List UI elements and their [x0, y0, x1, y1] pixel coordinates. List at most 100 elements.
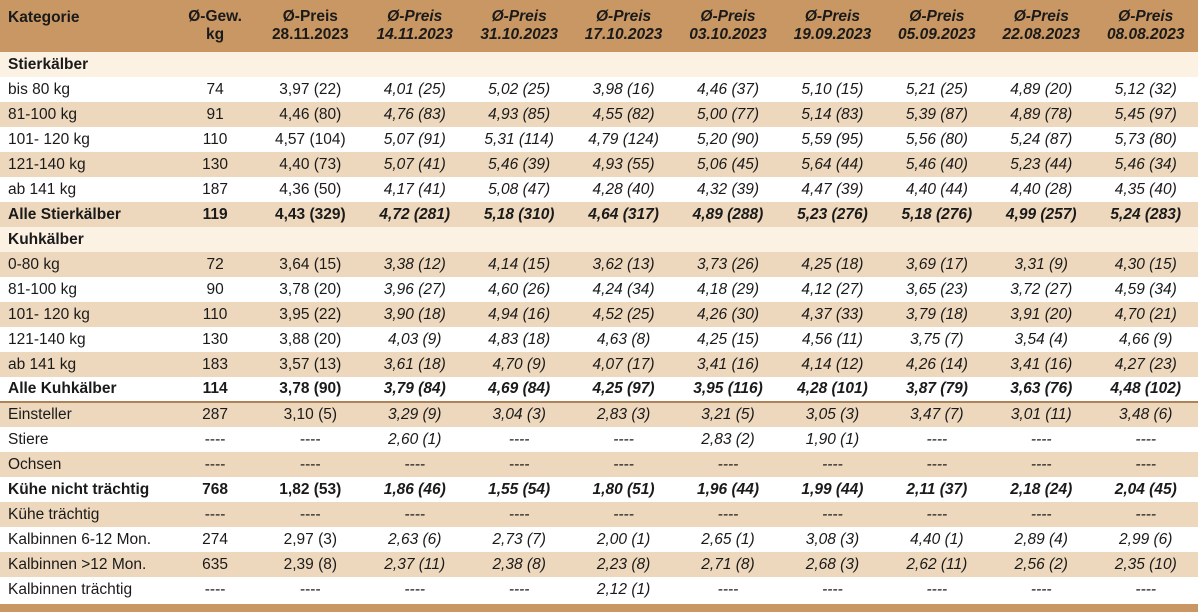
row-price-cell: 4,56 (11): [801, 330, 863, 348]
row-price-cell: ----: [926, 580, 948, 598]
row-label: Kühe nicht trächtig: [8, 480, 150, 498]
row-price-cell: 2,56 (2): [1014, 555, 1068, 573]
row-price-cell: 4,27 (23): [1114, 355, 1177, 373]
row-gewicht: 74: [206, 80, 224, 98]
header-date: 05.09.2023: [898, 26, 976, 43]
row-price-cell: 3,78 (90): [279, 380, 342, 397]
row-price-cell: 2,73 (7): [492, 530, 546, 548]
row-price-cell: 5,64 (44): [801, 155, 864, 173]
row-price-cell: 5,23 (276): [797, 205, 868, 223]
row-price-cell: 2,00 (1): [596, 530, 651, 548]
row-gewicht: 114: [202, 380, 228, 397]
row-price-cell: 2,11 (37): [906, 480, 968, 498]
row-gewicht: 274: [202, 530, 229, 548]
row-price-cell: 4,79 (124): [588, 130, 659, 148]
row-gewicht: 110: [202, 130, 228, 148]
row-gewicht: 110: [202, 305, 228, 323]
row-gewicht: 287: [172, 401, 259, 427]
row-price-cell: 3,75 (7): [910, 330, 964, 348]
table-row: Kalbinnen trächtig ---- ---- ---- ---- 2,12 (…: [0, 577, 1198, 602]
row-label: Alle Kuhkälber: [8, 380, 117, 397]
row-price-cell: 4,48 (102): [1110, 380, 1182, 397]
row-price-cell: 2,12 (1): [596, 580, 651, 598]
table-row: 101- 120 kg 110 3,95 (22) 3,90 (18) 4,94 (16…: [0, 302, 1198, 327]
table-row: ab 141 kg 183 3,57 (13) 3,61 (18) 4,70 (9) 4,…: [0, 352, 1198, 377]
row-price-cell: 4,63 (8): [596, 330, 651, 348]
section-row-kuhkaelber: Kuhkälber: [0, 227, 1198, 252]
table-row: Alle Stierkälber 119 4,43 (329) 4,72 (281) 5…: [0, 202, 1198, 227]
row-price-cell: ----: [508, 580, 530, 598]
section-title: Kuhkälber: [8, 230, 84, 248]
row-price-cell: 3,95 (22): [279, 305, 342, 323]
header-date: 31.10.2023: [480, 26, 558, 43]
row-price-cell: 4,93 (85): [488, 105, 551, 123]
row-price-cell: 5,12 (32): [1114, 80, 1177, 98]
header-preis-label: Ø-Preis: [282, 8, 338, 25]
row-price-cell: ----: [926, 505, 948, 523]
header-date: 17.10.2023: [584, 26, 663, 43]
header-preis-label: Ø-Preis: [909, 8, 965, 25]
row-price-cell: 3,61 (18): [383, 355, 446, 373]
row-price-cell: ----: [508, 505, 530, 523]
row-price-cell: 4,46 (37): [696, 80, 760, 98]
row-price-cell: 5,07 (41): [383, 155, 446, 173]
row-price-cell: ----: [404, 505, 426, 523]
row-price-cell: ----: [404, 580, 426, 598]
row-label: Alle Stierkälber: [8, 205, 121, 223]
row-price-cell: 2,65 (1): [701, 530, 755, 548]
section-title: Stierkälber: [8, 55, 89, 73]
row-price-cell: 4,07 (17): [592, 355, 655, 373]
row-price-cell: 4,94 (16): [488, 305, 551, 323]
row-price-cell: 4,40 (73): [279, 155, 342, 173]
row-gewicht: 91: [206, 105, 224, 123]
row-price-cell: 4,40 (28): [1010, 180, 1073, 198]
table-row: Kalbinnen 6-12 Mon. 274 2,97 (3) 2,63 (6) 2,…: [0, 527, 1198, 552]
row-price-cell: 5,10 (15): [801, 80, 864, 98]
row-price-cell: ----: [613, 505, 634, 523]
row-price-cell: 4,25 (97): [592, 380, 655, 397]
row-gewicht: ----: [204, 580, 226, 598]
header-date-col: Ø-Preis 22.08.2023: [989, 0, 1093, 52]
row-price-cell: 3,38 (12): [383, 255, 446, 273]
header-date-col: Ø-Preis 31.10.2023: [467, 0, 571, 52]
table-row: ab 141 kg 187 4,36 (50) 4,17 (41) 5,08 (47) 4…: [0, 177, 1198, 202]
row-price-cell: 4,43 (329): [274, 205, 346, 223]
header-date: 19.09.2023: [793, 26, 872, 43]
row-price-cell: 5,21 (25): [905, 80, 968, 98]
row-price-cell: 3,05 (3): [780, 401, 885, 427]
row-price-cell: 3,78 (20): [279, 280, 342, 298]
header-date: 28.11.2023: [271, 26, 349, 43]
row-price-cell: 1,80 (51): [592, 480, 655, 498]
row-price-cell: ----: [299, 580, 321, 598]
row-price-cell: 5,02 (25): [488, 80, 551, 98]
table-row: Kühe nicht trächtig 768 1,82 (53) 1,86 (46)…: [0, 477, 1198, 502]
row-price-cell: 5,06 (45): [696, 155, 760, 173]
row-price-cell: ----: [1135, 580, 1157, 598]
row-price-cell: ----: [822, 505, 843, 523]
header-gewicht-line1: Ø-Gew.: [188, 8, 242, 25]
row-price-cell: 2,18 (24): [1010, 480, 1073, 498]
row-gewicht: 635: [202, 555, 229, 573]
row-price-cell: 2,04 (45): [1114, 480, 1177, 498]
row-price-cell: 3,41 (16): [1010, 355, 1073, 373]
section-row-stierkaelber: Stierkälber: [0, 52, 1198, 77]
header-date-col: Ø-Preis 05.09.2023: [885, 0, 989, 52]
header-date: 03.10.2023: [689, 26, 767, 43]
row-price-cell: 4,59 (34): [1114, 280, 1177, 298]
row-price-cell: ----: [299, 505, 321, 523]
header-date-col: Ø-Preis 17.10.2023: [571, 0, 675, 52]
row-price-cell: 4,32 (39): [696, 180, 760, 198]
row-price-cell: 3,57 (13): [279, 355, 342, 373]
row-price-cell: 3,08 (3): [805, 530, 860, 548]
row-price-cell: ----: [1135, 455, 1157, 473]
row-price-cell: 2,83 (3): [571, 401, 676, 427]
row-price-cell: 2,60 (1): [388, 430, 442, 448]
row-price-cell: 4,66 (9): [1119, 330, 1173, 348]
row-price-cell: 4,26 (30): [696, 305, 760, 323]
row-price-cell: 2,89 (4): [1014, 530, 1068, 548]
row-price-cell: 3,87 (79): [905, 380, 968, 397]
table-row: Kalbinnen >12 Mon. 635 2,39 (8) 2,37 (11) 2,…: [0, 552, 1198, 577]
row-price-cell: 4,40 (1): [910, 530, 964, 548]
row-price-cell: ----: [1135, 505, 1157, 523]
row-price-cell: ----: [1030, 430, 1052, 448]
